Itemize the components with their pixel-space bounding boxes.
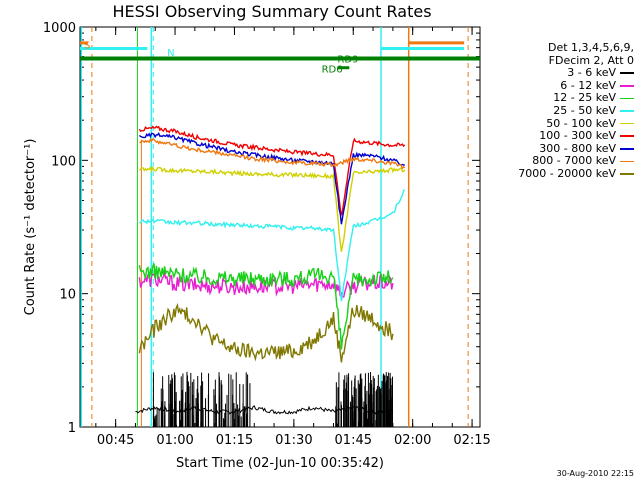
legend-swatch bbox=[620, 85, 634, 87]
annotation-s: S bbox=[84, 40, 90, 51]
legend-entry: 3 - 6 keV bbox=[478, 66, 634, 80]
legend-header-line1: Det 1,3,4,5,6,9, bbox=[547, 41, 634, 54]
legend-entry-label: 800 - 7000 keV bbox=[532, 154, 616, 168]
x-tick-label: 01:15 bbox=[216, 433, 253, 448]
legend-swatch bbox=[620, 148, 634, 150]
legend-entry-label: 100 - 300 keV bbox=[539, 129, 616, 143]
legend-entry: 25 - 50 keV bbox=[478, 103, 634, 118]
chart-title: HESSI Observing Summary Count Rates bbox=[112, 2, 432, 21]
legend-entry-label: 50 - 100 keV bbox=[546, 116, 616, 130]
legend-swatch bbox=[620, 110, 634, 112]
x-axis-label: Start Time (02-Jun-10 00:35:42) bbox=[176, 456, 384, 471]
x-tick-label: 01:00 bbox=[156, 433, 193, 448]
legend-rows: 3 - 6 keV 6 - 12 keV 12 - 25 keV 25 - 50 ke… bbox=[478, 66, 634, 181]
annotation-rd6: RD6 bbox=[322, 64, 343, 75]
x-tick-label: 02:15 bbox=[453, 433, 490, 448]
x-tick-label: 00:45 bbox=[97, 433, 134, 448]
legend-entry: 100 - 300 keV bbox=[478, 129, 634, 143]
footer-date: 30-Aug-2010 22:15 bbox=[556, 469, 634, 478]
x-tick-label: 01:30 bbox=[275, 433, 312, 448]
series-line-300-800-kev bbox=[138, 131, 405, 225]
x-tick-label: 01:45 bbox=[335, 433, 372, 448]
y-axis-label: Count Rate (s⁻¹ detector⁻¹) bbox=[23, 139, 38, 316]
annotation-n: N bbox=[167, 48, 174, 59]
annotation-rd9: RD9 bbox=[337, 55, 358, 66]
legend-swatch bbox=[620, 173, 634, 175]
legend-swatch bbox=[620, 135, 634, 137]
plot-frame bbox=[79, 26, 481, 428]
y-tick-label: 10 bbox=[59, 288, 76, 303]
series-line-12-25-kev bbox=[138, 263, 394, 350]
legend-entry-label: 25 - 50 keV bbox=[553, 103, 616, 117]
legend-entry-label: 3 - 6 keV bbox=[567, 66, 616, 80]
legend-entry-label: 7000 - 20000 keV bbox=[518, 166, 616, 180]
legend-swatch bbox=[620, 72, 634, 74]
series-line-50-100-kev bbox=[139, 165, 406, 252]
legend-entry-label: 300 - 800 keV bbox=[539, 141, 616, 155]
x-tick-label: 02:00 bbox=[394, 433, 431, 448]
y-tick-label: 1000 bbox=[43, 21, 76, 36]
legend-entry: 300 - 800 keV bbox=[478, 141, 634, 156]
y-tick-label: 100 bbox=[51, 154, 76, 169]
y-tick-label: 1 bbox=[68, 421, 76, 436]
legend-entry: 800 - 7000 keV bbox=[478, 155, 634, 168]
series-line-800-7000-kev bbox=[139, 137, 406, 170]
legend-entry: 6 - 12 keV bbox=[478, 78, 634, 93]
legend-swatch bbox=[620, 97, 634, 100]
legend-entry-label: 6 - 12 keV bbox=[560, 78, 616, 92]
legend-swatch bbox=[620, 160, 634, 163]
legend-entry: 12 - 25 keV bbox=[478, 92, 634, 105]
legend-header-line2: FDecim 2, Att 0 bbox=[548, 53, 634, 67]
legend-entry-label: 12 - 25 keV bbox=[553, 91, 616, 105]
legend-swatch bbox=[620, 122, 634, 125]
legend-entry: 7000 - 20000 keV bbox=[478, 166, 634, 181]
legend: Det 1,3,4,5,6,9, FDecim 2, Att 0 3 - 6 k… bbox=[478, 41, 634, 181]
series-line-100-300-kev bbox=[138, 125, 406, 216]
legend-entry: 50 - 100 keV bbox=[478, 116, 634, 131]
series-line-25-50-kev bbox=[139, 189, 406, 302]
series-line-7000-20000-kev bbox=[138, 302, 394, 363]
